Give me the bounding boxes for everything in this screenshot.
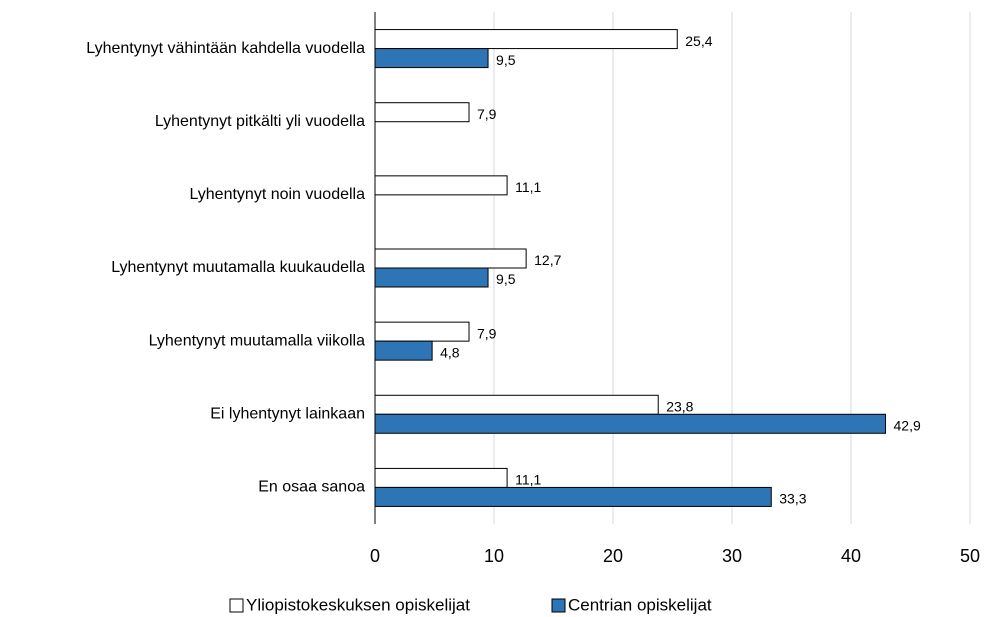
x-tick-label: 0	[370, 546, 380, 566]
data-label: 12,7	[534, 252, 561, 268]
x-tick-label: 30	[722, 546, 742, 566]
x-tick-label: 20	[603, 546, 623, 566]
y-tick-label: Lyhentynyt vähintään kahdella vuodella	[86, 40, 365, 57]
legend-label: Centrian opiskelijat	[568, 595, 712, 614]
x-tick-label: 40	[841, 546, 861, 566]
y-tick-label: En osaa sanoa	[258, 479, 365, 496]
bar	[374, 413, 887, 434]
bar	[374, 267, 489, 288]
legend-label: Yliopistokeskuksen opiskelijat	[246, 595, 470, 614]
data-label: 9,5	[496, 52, 516, 68]
bar	[374, 486, 772, 507]
data-label: 42,9	[894, 417, 921, 433]
data-label: 9,5	[496, 271, 516, 287]
y-tick-label: Lyhentynyt muutamalla kuukaudella	[111, 259, 365, 276]
y-tick-label: Ei lyhentynyt lainkaan	[210, 406, 365, 423]
y-tick-label: Lyhentynyt muutamalla viikolla	[149, 332, 366, 349]
data-label: 33,3	[779, 491, 806, 507]
x-tick-label: 10	[484, 546, 504, 566]
bar	[374, 394, 659, 415]
bar	[374, 102, 470, 123]
bar	[374, 321, 470, 342]
bar	[374, 175, 508, 196]
bar	[374, 248, 527, 269]
bar	[374, 29, 678, 50]
data-label: 4,8	[440, 344, 460, 360]
data-label: 23,8	[666, 398, 693, 414]
bar	[374, 467, 508, 488]
legend-swatch	[551, 598, 566, 613]
data-label: 7,9	[477, 106, 497, 122]
data-label: 25,4	[685, 33, 712, 49]
y-tick-label: Lyhentynyt noin vuodella	[189, 186, 365, 203]
data-label: 11,1	[515, 472, 541, 488]
bar	[374, 48, 489, 69]
data-label: 11,1	[515, 179, 541, 195]
bar	[374, 340, 433, 361]
data-label: 7,9	[477, 325, 497, 341]
y-tick-label: Lyhentynyt pitkälti yli vuodella	[155, 113, 365, 130]
legend-swatch	[229, 598, 244, 613]
x-tick-label: 50	[960, 546, 980, 566]
